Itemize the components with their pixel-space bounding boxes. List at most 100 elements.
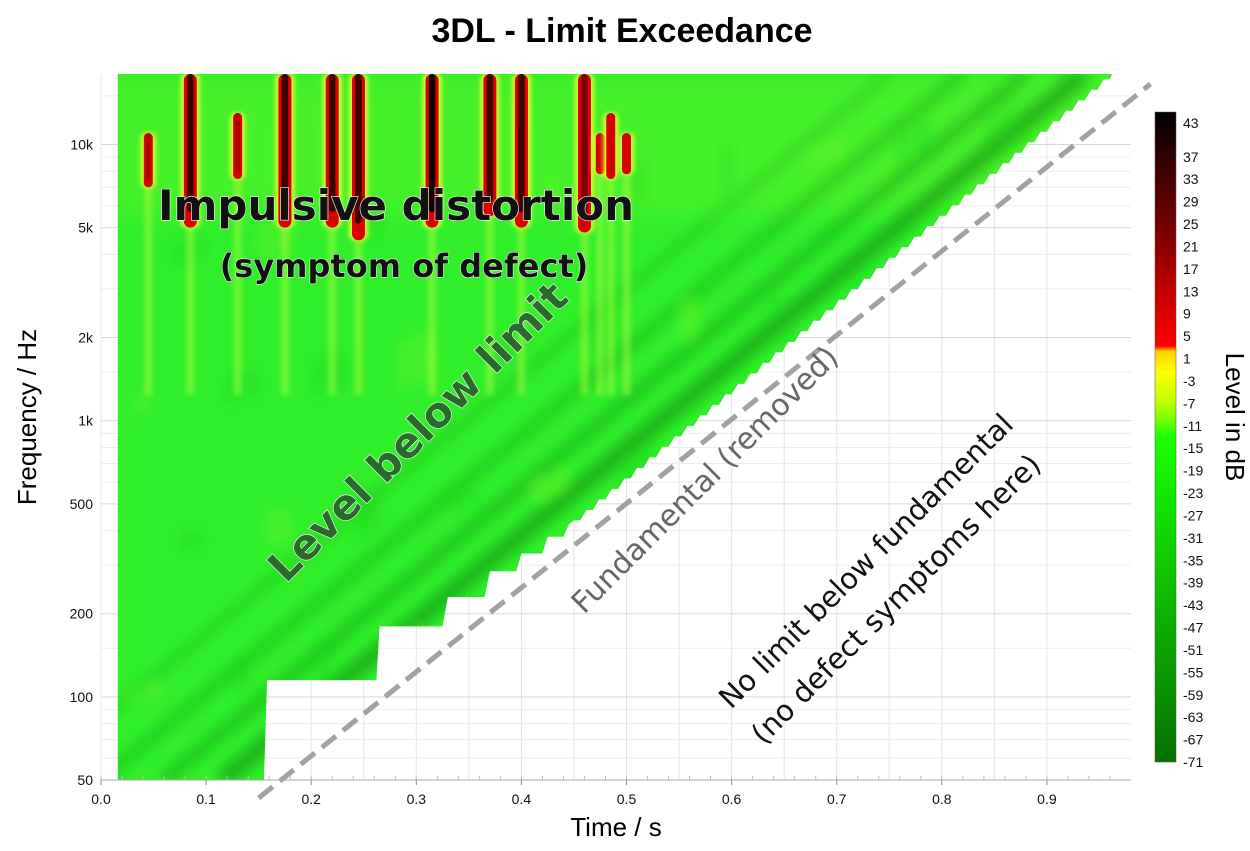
event-streak [606,175,615,395]
heatmap-speckle [676,293,701,344]
impulsive-event-core [328,74,336,213]
chart-title: 3DL - Limit Exceedance [431,12,812,50]
event-streak [485,212,494,395]
heatmap-speckle [896,123,909,162]
x-axis-label: Time / s [570,812,661,842]
fundamental-line [257,82,1153,800]
y-tick-label: 200 [70,606,94,622]
x-axis-ticks: 0.0 0.1 0.2 0.3 0.4 0.5 0.6 0.7 0.8 0.9 [91,776,1111,807]
y-tick-label: 2k [78,330,94,346]
heatmap-speckle [352,489,381,540]
colorbar-tick-label: -11 [1183,418,1202,434]
x-tick-label: 0.6 [722,791,742,807]
heatmap-speckle [440,491,469,512]
event-streak [233,175,242,395]
x-tick-label: 0.3 [407,791,427,807]
heatmap-speckle [237,368,262,401]
colorbar-tick-label: -35 [1183,552,1203,568]
colorbar-tick-label: -43 [1183,597,1203,613]
colorbar-tick-label: 13 [1183,283,1199,299]
heatmap-speckle [458,198,471,219]
colorbar-tick-label: 43 [1183,115,1199,131]
event-streak [144,183,153,395]
event-streak [580,228,589,395]
y-tick-label: 10k [70,137,94,153]
colorbar-tick-label: -55 [1183,664,1203,680]
heatmap-speckle [370,196,383,247]
colorbar-tick-label: 17 [1183,261,1199,277]
colorbar-tick-label: 5 [1183,328,1191,344]
impulsive-event-core [518,74,525,213]
colorbar-tick-label: -71 [1183,754,1203,770]
y-tick-label: 100 [70,689,94,705]
heatmap-speckle [984,104,997,155]
heatmap-speckle [134,393,151,414]
colorbar-tick-label: 37 [1183,149,1199,165]
colorbar-tick-label: 9 [1183,306,1191,322]
heatmap-speckle [264,508,293,547]
annotation-symptom-of-defect: (symptom of defect) [220,247,589,285]
event-streak [517,223,526,395]
colorbar-tick-label: -15 [1183,440,1203,456]
heatmap-speckle [553,465,570,498]
impulsive-event-core [597,133,603,171]
x-tick-label: 0.0 [91,791,111,807]
colorbar-label: Level in dB [1220,353,1250,482]
y-tick-label: 5k [78,220,94,236]
colorbar [1154,111,1177,763]
harmonic-band [117,74,968,780]
y-axis-ticks: 50 100 200 500 1k 2k 5k 10k [70,137,94,788]
impulsive-event-core [187,74,194,213]
annotation-impulsive-distortion: Impulsive distortion [158,181,634,230]
heatmap-speckle [545,179,558,212]
impulsive-event-core [281,74,289,213]
impulsive-event-core [355,74,362,224]
x-tick-label: 0.4 [512,791,532,807]
colorbar-tick-label: -27 [1183,507,1203,523]
impulsive-event-core [608,113,613,173]
impulsive-event-core [581,74,588,217]
heatmap-speckle [721,141,734,198]
colorbar-tick-label: -47 [1183,620,1203,636]
event-streak [328,223,337,395]
heatmap-speckle [126,686,139,707]
colorbar-tick-label: -3 [1183,373,1196,389]
x-tick-label: 0.9 [1037,791,1057,807]
colorbar-tick-label: 25 [1183,216,1199,232]
colorbar-tick-label: -63 [1183,709,1203,725]
colorbar-tick-label: -31 [1183,530,1203,546]
heatmap-speckle [1000,98,1021,149]
y-tick-label: 1k [78,413,94,429]
colorbar-tick-label: -67 [1183,732,1203,748]
heatmap-speckle [824,136,845,163]
y-axis-label: Frequency / Hz [12,329,42,505]
heatmap-speckle [809,142,822,169]
y-tick-label: 50 [77,772,93,788]
event-streak [280,223,289,395]
harmonic-band [117,74,894,780]
colorbar-tick-label: 33 [1183,171,1199,187]
impulsive-event-core [235,113,240,173]
colorbar-tick-label: 29 [1183,194,1199,210]
event-streak [354,236,363,395]
heatmap-speckle [528,472,557,505]
heatmap-speckle [257,221,282,260]
event-streak [622,170,631,395]
impulsive-event-core [428,74,436,213]
x-tick-label: 0.2 [301,791,321,807]
heatmap-speckle [397,336,414,393]
colorbar-tick-label: 21 [1183,238,1199,254]
x-tick-label: 0.8 [932,791,952,807]
impulsive-event-core [486,74,494,202]
heatmap-speckle [317,642,338,687]
event-streak [428,223,437,395]
event-streak [186,223,195,395]
x-tick-label: 0.5 [617,791,637,807]
harmonic-band [159,74,1031,780]
x-tick-label: 0.7 [827,791,847,807]
heatmap-speckle [465,484,482,505]
heatmap-speckle [633,160,646,205]
heatmap-speckle [142,680,163,701]
